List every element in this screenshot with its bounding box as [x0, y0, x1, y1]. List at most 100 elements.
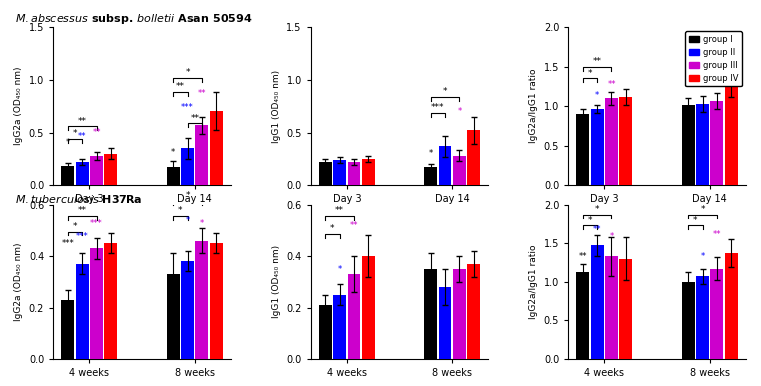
Bar	[167, 168, 180, 185]
Bar	[319, 305, 332, 359]
Legend: group I, group II, group III, group IV: group I, group II, group III, group IV	[685, 31, 742, 86]
Bar	[619, 259, 632, 359]
Text: *: *	[200, 219, 204, 228]
Text: *: *	[715, 56, 719, 65]
Bar	[724, 253, 737, 359]
Bar	[605, 256, 618, 359]
Bar	[424, 168, 437, 185]
Text: $\it{M. abscessus}$ subsp. $\it{bolletii}$ Asan 50594: $\it{M. abscessus}$ subsp. $\it{bolletii…	[15, 12, 253, 25]
Text: **: **	[593, 225, 601, 234]
Bar	[181, 261, 194, 359]
Bar	[210, 112, 223, 185]
Bar	[605, 98, 618, 185]
Bar	[75, 264, 88, 359]
Bar	[424, 269, 437, 359]
Text: *: *	[700, 36, 705, 44]
Text: **: **	[78, 132, 87, 141]
Text: **: **	[350, 221, 358, 230]
Y-axis label: IgG2a (OD₄₅₀ nm): IgG2a (OD₄₅₀ nm)	[14, 242, 24, 321]
Text: *: *	[443, 87, 447, 96]
Bar	[62, 166, 75, 185]
Bar	[467, 264, 480, 359]
Bar	[711, 269, 724, 359]
Bar	[104, 243, 117, 359]
Bar	[682, 282, 695, 359]
Y-axis label: IgG2a/IgG1 ratio: IgG2a/IgG1 ratio	[529, 69, 538, 144]
Text: *: *	[338, 265, 342, 274]
Bar	[591, 109, 603, 185]
Bar	[196, 125, 209, 185]
Text: *: *	[587, 216, 592, 225]
Text: *: *	[595, 205, 600, 214]
Text: ***: ***	[431, 103, 444, 112]
Bar	[438, 287, 451, 359]
Y-axis label: IgG2a (OD₄₅₀ nm): IgG2a (OD₄₅₀ nm)	[14, 67, 24, 146]
Text: **: **	[190, 113, 199, 122]
Bar	[333, 295, 346, 359]
Bar	[196, 240, 209, 359]
Text: *: *	[171, 148, 175, 157]
Bar	[724, 81, 737, 185]
Bar	[576, 272, 589, 359]
Text: *: *	[73, 222, 78, 231]
Bar	[167, 274, 180, 359]
Bar	[467, 130, 480, 185]
Text: **: **	[578, 252, 587, 261]
Text: *: *	[700, 205, 705, 214]
Bar	[696, 276, 709, 359]
Text: **: **	[198, 89, 206, 98]
Bar	[576, 114, 589, 185]
Bar	[90, 156, 103, 185]
Text: ***: ***	[181, 103, 194, 112]
Bar	[362, 256, 375, 359]
Text: *: *	[428, 149, 433, 158]
Y-axis label: IgG2a/IgG1 ratio: IgG2a/IgG1 ratio	[529, 244, 538, 319]
Text: *: *	[610, 232, 613, 241]
Text: **: **	[92, 128, 100, 137]
Text: *: *	[595, 91, 599, 100]
Text: *: *	[186, 68, 189, 77]
Text: *: *	[693, 216, 698, 225]
Text: **: **	[712, 230, 721, 239]
Bar	[619, 96, 632, 185]
Text: *: *	[65, 138, 70, 147]
Text: *: *	[457, 107, 461, 116]
Y-axis label: IgG1 (OD₄₅₀ nm): IgG1 (OD₄₅₀ nm)	[272, 245, 281, 318]
Y-axis label: IgG1 (OD₄₅₀ nm): IgG1 (OD₄₅₀ nm)	[272, 69, 281, 143]
Bar	[348, 274, 361, 359]
Bar	[333, 160, 346, 185]
Bar	[453, 269, 466, 359]
Text: *: *	[186, 191, 189, 200]
Text: *: *	[330, 224, 335, 234]
Text: **: **	[607, 80, 616, 89]
Bar	[62, 300, 75, 359]
Bar	[682, 105, 695, 185]
Bar	[362, 159, 375, 185]
Bar	[319, 162, 332, 185]
Text: *: *	[178, 207, 183, 215]
Text: *: *	[693, 46, 698, 56]
Text: *: *	[587, 69, 592, 78]
Text: *: *	[186, 216, 189, 225]
Bar	[181, 148, 194, 185]
Bar	[453, 156, 466, 185]
Text: ***: ***	[90, 219, 103, 228]
Bar	[591, 245, 603, 359]
Text: *: *	[73, 129, 78, 138]
Bar	[75, 162, 88, 185]
Text: **: **	[78, 207, 87, 215]
Bar	[104, 154, 117, 185]
Bar	[210, 243, 223, 359]
Text: $\it{M. tuberculosis}$ H37Ra: $\it{M. tuberculosis}$ H37Ra	[15, 193, 142, 205]
Bar	[90, 248, 103, 359]
Text: **: **	[593, 57, 602, 66]
Text: **: **	[78, 117, 87, 126]
Bar	[348, 162, 361, 185]
Text: **: **	[176, 82, 185, 91]
Text: *: *	[700, 252, 705, 261]
Text: ***: ***	[62, 239, 74, 248]
Text: ***: ***	[76, 232, 88, 240]
Bar	[711, 101, 724, 185]
Text: **: **	[335, 207, 344, 215]
Bar	[696, 104, 709, 185]
